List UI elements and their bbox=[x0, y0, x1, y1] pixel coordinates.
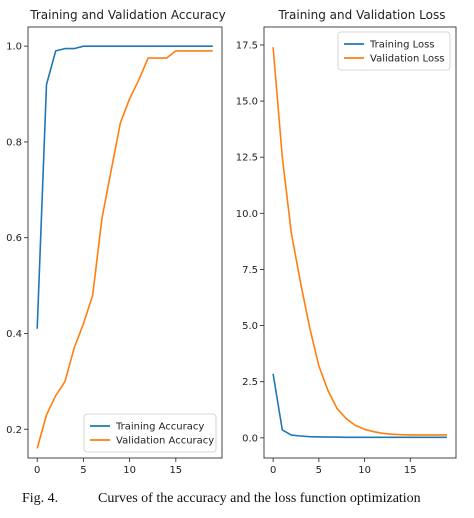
x-tick-label: 15 bbox=[404, 465, 417, 476]
x-tick-label: 15 bbox=[169, 465, 182, 476]
y-tick-label: 12.5 bbox=[236, 153, 258, 164]
legend-entry: Training Accuracy bbox=[115, 422, 204, 433]
figure-caption: Fig. 4. Curves of the accuracy and the l… bbox=[0, 491, 474, 515]
legend: Training Accuracy Validation Accuracy bbox=[83, 413, 217, 453]
series-line bbox=[272, 47, 447, 436]
caption-number: Fig. 4. bbox=[22, 491, 59, 506]
x-tick-label: 10 bbox=[123, 465, 136, 476]
plot-frame bbox=[263, 26, 457, 459]
legend-entry: Validation Accuracy bbox=[116, 436, 214, 447]
legend-box bbox=[337, 31, 451, 71]
chart-title: Training and Validation Accuracy bbox=[29, 8, 225, 22]
y-tick-label: 15.0 bbox=[236, 97, 258, 108]
accuracy-chart: Training and Validation Accuracy 0 5 10 15 0.… bbox=[6, 8, 226, 476]
y-tick-label: 0.8 bbox=[6, 137, 22, 148]
x-tick-label: 5 bbox=[316, 465, 322, 476]
y-tick-label: 0.2 bbox=[6, 425, 22, 436]
chart-title: Training and Validation Loss bbox=[278, 8, 446, 22]
x-tick-label: 5 bbox=[80, 465, 86, 476]
y-tick-label: 1.0 bbox=[6, 42, 22, 53]
y-tick-label: 7.5 bbox=[242, 265, 258, 276]
loss-chart: Training and Validation Loss 0 5 10 15 0.0 2.5… bbox=[236, 8, 457, 476]
y-tick-label: 0.0 bbox=[242, 433, 258, 444]
figure-canvas: Training and Validation Accuracy 0 5 10 15 0.… bbox=[6, 8, 457, 476]
x-tick-label: 0 bbox=[270, 465, 276, 476]
plot-frame bbox=[27, 26, 223, 459]
y-tick-label: 2.5 bbox=[242, 377, 258, 388]
caption-text: Curves of the accuracy and the loss func… bbox=[98, 491, 421, 506]
legend: Training Loss Validation Loss bbox=[337, 31, 451, 71]
series-line bbox=[36, 45, 213, 329]
x-tick-label: 0 bbox=[34, 465, 40, 476]
y-tick-label: 5.0 bbox=[242, 321, 258, 332]
y-tick-label: 17.5 bbox=[236, 40, 258, 51]
x-tick-label: 10 bbox=[358, 465, 371, 476]
y-tick-label: 0.4 bbox=[6, 329, 22, 340]
y-tick-label: 10.0 bbox=[236, 209, 258, 220]
legend-box bbox=[83, 413, 217, 453]
series-line bbox=[272, 373, 447, 439]
y-tick-label: 0.6 bbox=[6, 233, 22, 244]
series-line bbox=[36, 50, 213, 449]
legend-entry: Training Loss bbox=[369, 40, 435, 51]
legend-entry: Validation Loss bbox=[370, 54, 445, 65]
